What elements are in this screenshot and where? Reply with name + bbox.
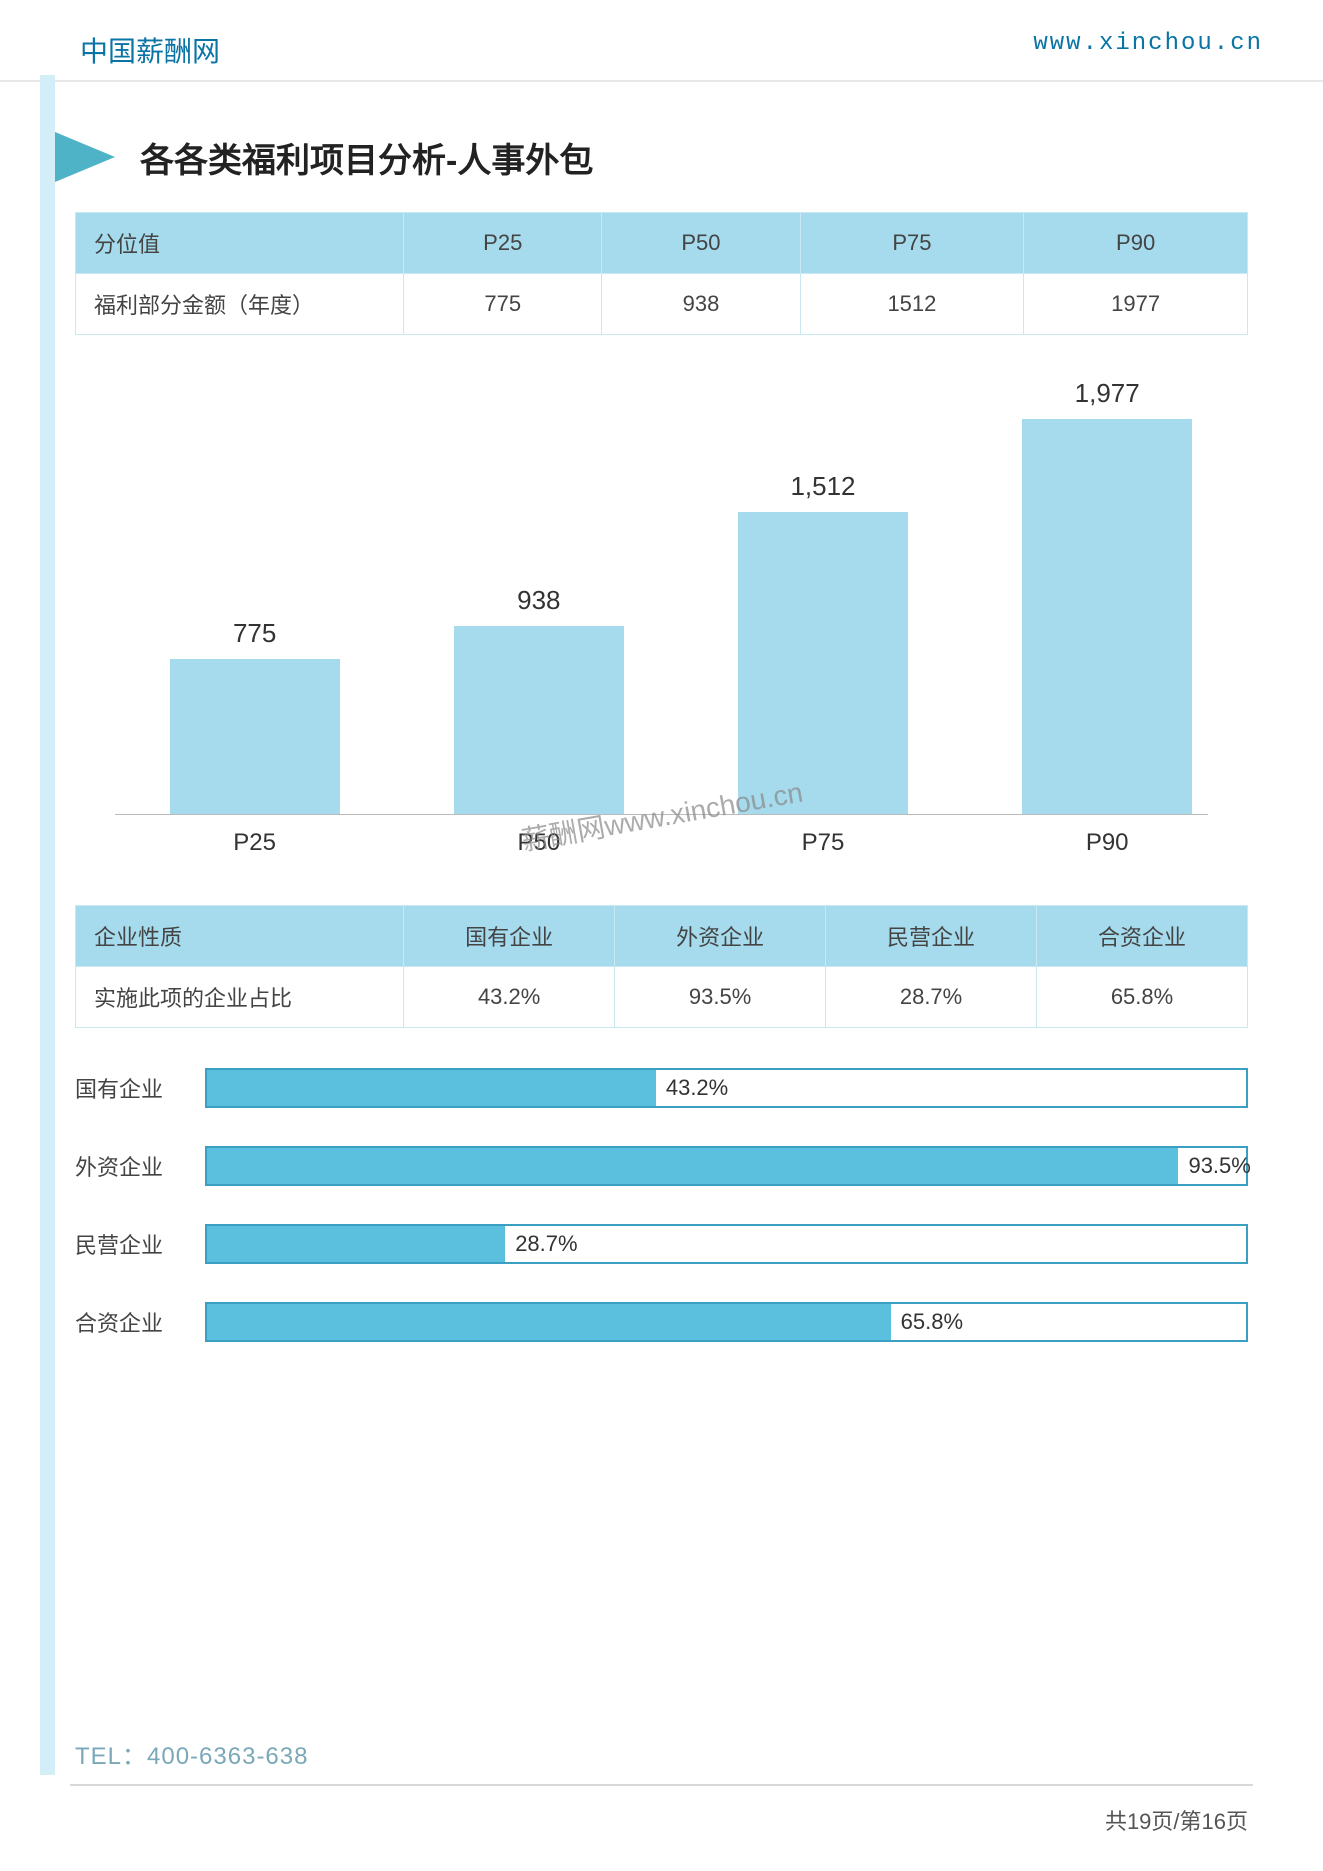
table-header-cell: 合资企业 [1037, 906, 1248, 967]
footer-tel: TEL：400-6363-638 [75, 1736, 308, 1771]
vbar-category-label: P50 [454, 829, 624, 857]
hbar-track: 43.2% [205, 1068, 1248, 1108]
site-url: www.xinchou.cn [1033, 30, 1263, 70]
table-header-cell: P50 [602, 213, 800, 274]
table-cell: 65.8% [1037, 967, 1248, 1028]
vbar-value-label: 775 [170, 618, 340, 649]
vbar-category-label: P75 [738, 829, 908, 857]
table-cell: 1512 [800, 274, 1024, 335]
vbar-value-label: 1,977 [1022, 378, 1192, 409]
table-cell: 775 [404, 274, 602, 335]
hbar-label: 民营企业 [75, 1228, 205, 1260]
table-cell: 43.2% [404, 967, 615, 1028]
left-stripe [40, 75, 55, 1775]
vbar-category-label: P90 [1022, 829, 1192, 857]
hbar-row: 国有企业 43.2% [75, 1068, 1248, 1108]
page-title: 各各类福利项目分析-人事外包 [140, 133, 593, 182]
hbar-fill [207, 1070, 656, 1106]
title-row: 各各类福利项目分析-人事外包 [55, 132, 1323, 182]
table-header-cell: 企业性质 [76, 906, 404, 967]
enterprise-type-table: 企业性质国有企业外资企业民营企业合资企业 实施此项的企业占比43.2%93.5%… [75, 905, 1248, 1028]
table-header-cell: 民营企业 [826, 906, 1037, 967]
table-header-cell: P25 [404, 213, 602, 274]
page-header: 中国薪酬网 www.xinchou.cn [0, 0, 1323, 82]
table-cell: 93.5% [615, 967, 826, 1028]
footer-divider [70, 1784, 1253, 1786]
vbar-fill [1022, 419, 1192, 814]
hbar-fill [207, 1226, 505, 1262]
hbar-fill [207, 1148, 1178, 1184]
content: 分位值P25P50P75P90 福利部分金额（年度）77593815121977… [0, 212, 1323, 1342]
hbar-label: 国有企业 [75, 1072, 205, 1104]
site-name: 中国薪酬网 [80, 30, 220, 70]
hbar-fill [207, 1304, 891, 1340]
table-header-cell: 分位值 [76, 213, 404, 274]
vbar: 938P50 [454, 626, 624, 814]
vbar-value-label: 938 [454, 585, 624, 616]
table-cell: 938 [602, 274, 800, 335]
vbar-category-label: P25 [170, 829, 340, 857]
footer-page: 共19页/第16页 [1105, 1804, 1248, 1836]
hbar-label: 合资企业 [75, 1306, 205, 1338]
table-cell: 28.7% [826, 967, 1037, 1028]
hbar-row: 外资企业 93.5% [75, 1146, 1248, 1186]
hbar-row: 合资企业 65.8% [75, 1302, 1248, 1342]
vbar-fill [170, 659, 340, 814]
hbar-value-label: 28.7% [515, 1231, 577, 1257]
table-row-label: 福利部分金额（年度） [76, 274, 404, 335]
hbar-value-label: 43.2% [666, 1075, 728, 1101]
table-header-cell: 外资企业 [615, 906, 826, 967]
horizontal-bar-chart: 国有企业 43.2% 外资企业 93.5% 民营企业 28.7% 合资企业 65.8% [75, 1068, 1248, 1342]
vertical-bar-chart: 775P25938P501,512P751,977P90 薪酬网www.xinc… [75, 375, 1248, 875]
hbar-track: 28.7% [205, 1224, 1248, 1264]
vbar: 775P25 [170, 659, 340, 814]
vbar-fill [738, 512, 908, 814]
vbar: 1,512P75 [738, 512, 908, 814]
triangle-icon [55, 132, 115, 182]
hbar-label: 外资企业 [75, 1150, 205, 1182]
vbar-fill [454, 626, 624, 814]
hbar-track: 93.5% [205, 1146, 1248, 1186]
table-header-cell: 国有企业 [404, 906, 615, 967]
table-header-cell: P75 [800, 213, 1024, 274]
percentile-table: 分位值P25P50P75P90 福利部分金额（年度）77593815121977 [75, 212, 1248, 335]
hbar-value-label: 65.8% [901, 1309, 963, 1335]
hbar-track: 65.8% [205, 1302, 1248, 1342]
vbar-value-label: 1,512 [738, 471, 908, 502]
table-cell: 1977 [1024, 274, 1248, 335]
hbar-value-label: 93.5% [1188, 1153, 1250, 1179]
vbar: 1,977P90 [1022, 419, 1192, 814]
hbar-row: 民营企业 28.7% [75, 1224, 1248, 1264]
table-row-label: 实施此项的企业占比 [76, 967, 404, 1028]
table-header-cell: P90 [1024, 213, 1248, 274]
